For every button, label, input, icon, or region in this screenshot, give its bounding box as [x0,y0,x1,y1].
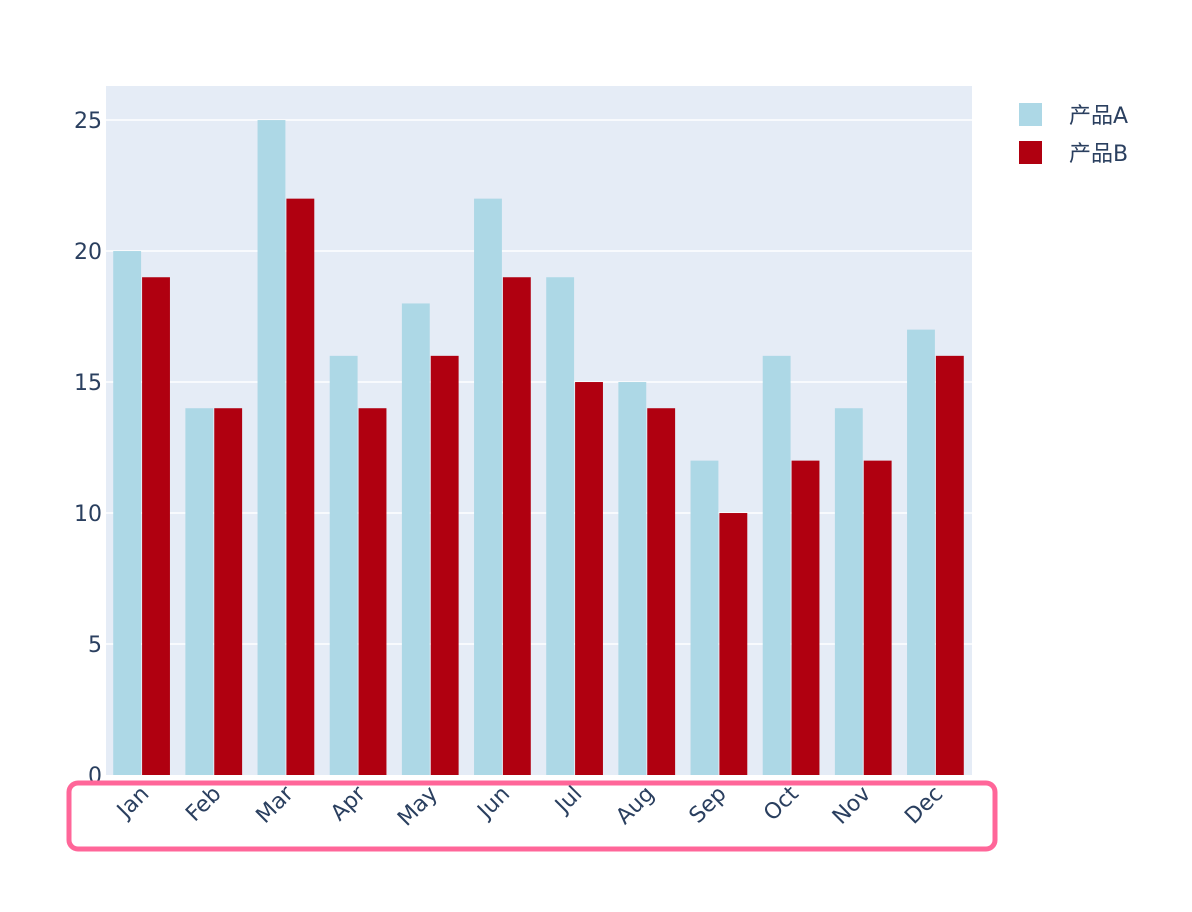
bar-apr-series-2[interactable] [358,408,387,775]
bar-jan-series-2[interactable] [142,277,170,775]
bar-jul-series-1[interactable] [546,277,575,775]
bar-oct-series-2[interactable] [791,460,820,775]
x-tick-label: May [393,782,443,832]
bar-aug-series-1[interactable] [618,382,647,775]
bar-oct-series-1[interactable] [762,355,791,775]
x-tick-label: Jul [549,782,587,820]
bar-aug-series-2[interactable] [647,408,676,775]
bar-apr-series-1[interactable] [329,355,358,775]
gridlines [106,119,972,645]
x-axis-highlight-box [66,780,998,852]
bar-sep-series-2[interactable] [719,513,748,775]
bar-jan-series-1[interactable] [113,251,142,775]
legend[interactable]: 产品A 产品B [1019,103,1128,167]
x-tick-label: Aug [611,782,659,830]
y-tick-label: 25 [74,109,102,134]
bar-feb-series-1[interactable] [185,408,214,775]
bar-mar-series-1[interactable] [257,120,286,776]
x-tick-label: Jun [472,782,515,825]
x-tick-label: Apr [326,781,371,826]
legend-label[interactable]: 产品B [1069,142,1128,167]
bar-nov-series-1[interactable] [834,408,863,775]
x-tick-label: Dec [900,782,948,830]
x-axis-tick-labels: Jan Feb Mar Apr May Jun Jul Aug Sep Oct Nov Dec [111,781,948,832]
bar-mar-series-2[interactable] [286,198,315,775]
bar-dec-series-2[interactable] [935,355,964,775]
bar-sep-series-1[interactable] [690,460,719,775]
legend-swatch[interactable] [1019,141,1042,164]
y-tick-label: 20 [74,240,102,265]
bar-may-series-1[interactable] [401,303,430,775]
x-tick-label: Sep [685,782,732,829]
bar-dec-series-1[interactable] [907,329,935,775]
bar-may-series-2[interactable] [430,355,459,775]
legend-swatch[interactable] [1019,103,1042,126]
x-tick-label: Nov [828,782,876,830]
x-tick-label: Jan [111,782,154,825]
x-tick-label: Feb [181,782,226,827]
bar-feb-series-2[interactable] [214,408,243,775]
legend-label[interactable]: 产品A [1069,104,1128,129]
y-tick-label: 15 [74,371,102,396]
plot-background [106,86,972,775]
x-tick-label: Oct [759,781,804,826]
x-tick-label: Mar [252,781,300,829]
y-tick-label: 10 [74,502,102,527]
y-tick-label: 5 [88,633,102,658]
bar-jul-series-2[interactable] [575,382,603,775]
bar-nov-series-2[interactable] [863,460,892,775]
bars [113,120,964,776]
bar-jun-series-1[interactable] [474,198,502,775]
bar-jun-series-2[interactable] [502,277,531,775]
